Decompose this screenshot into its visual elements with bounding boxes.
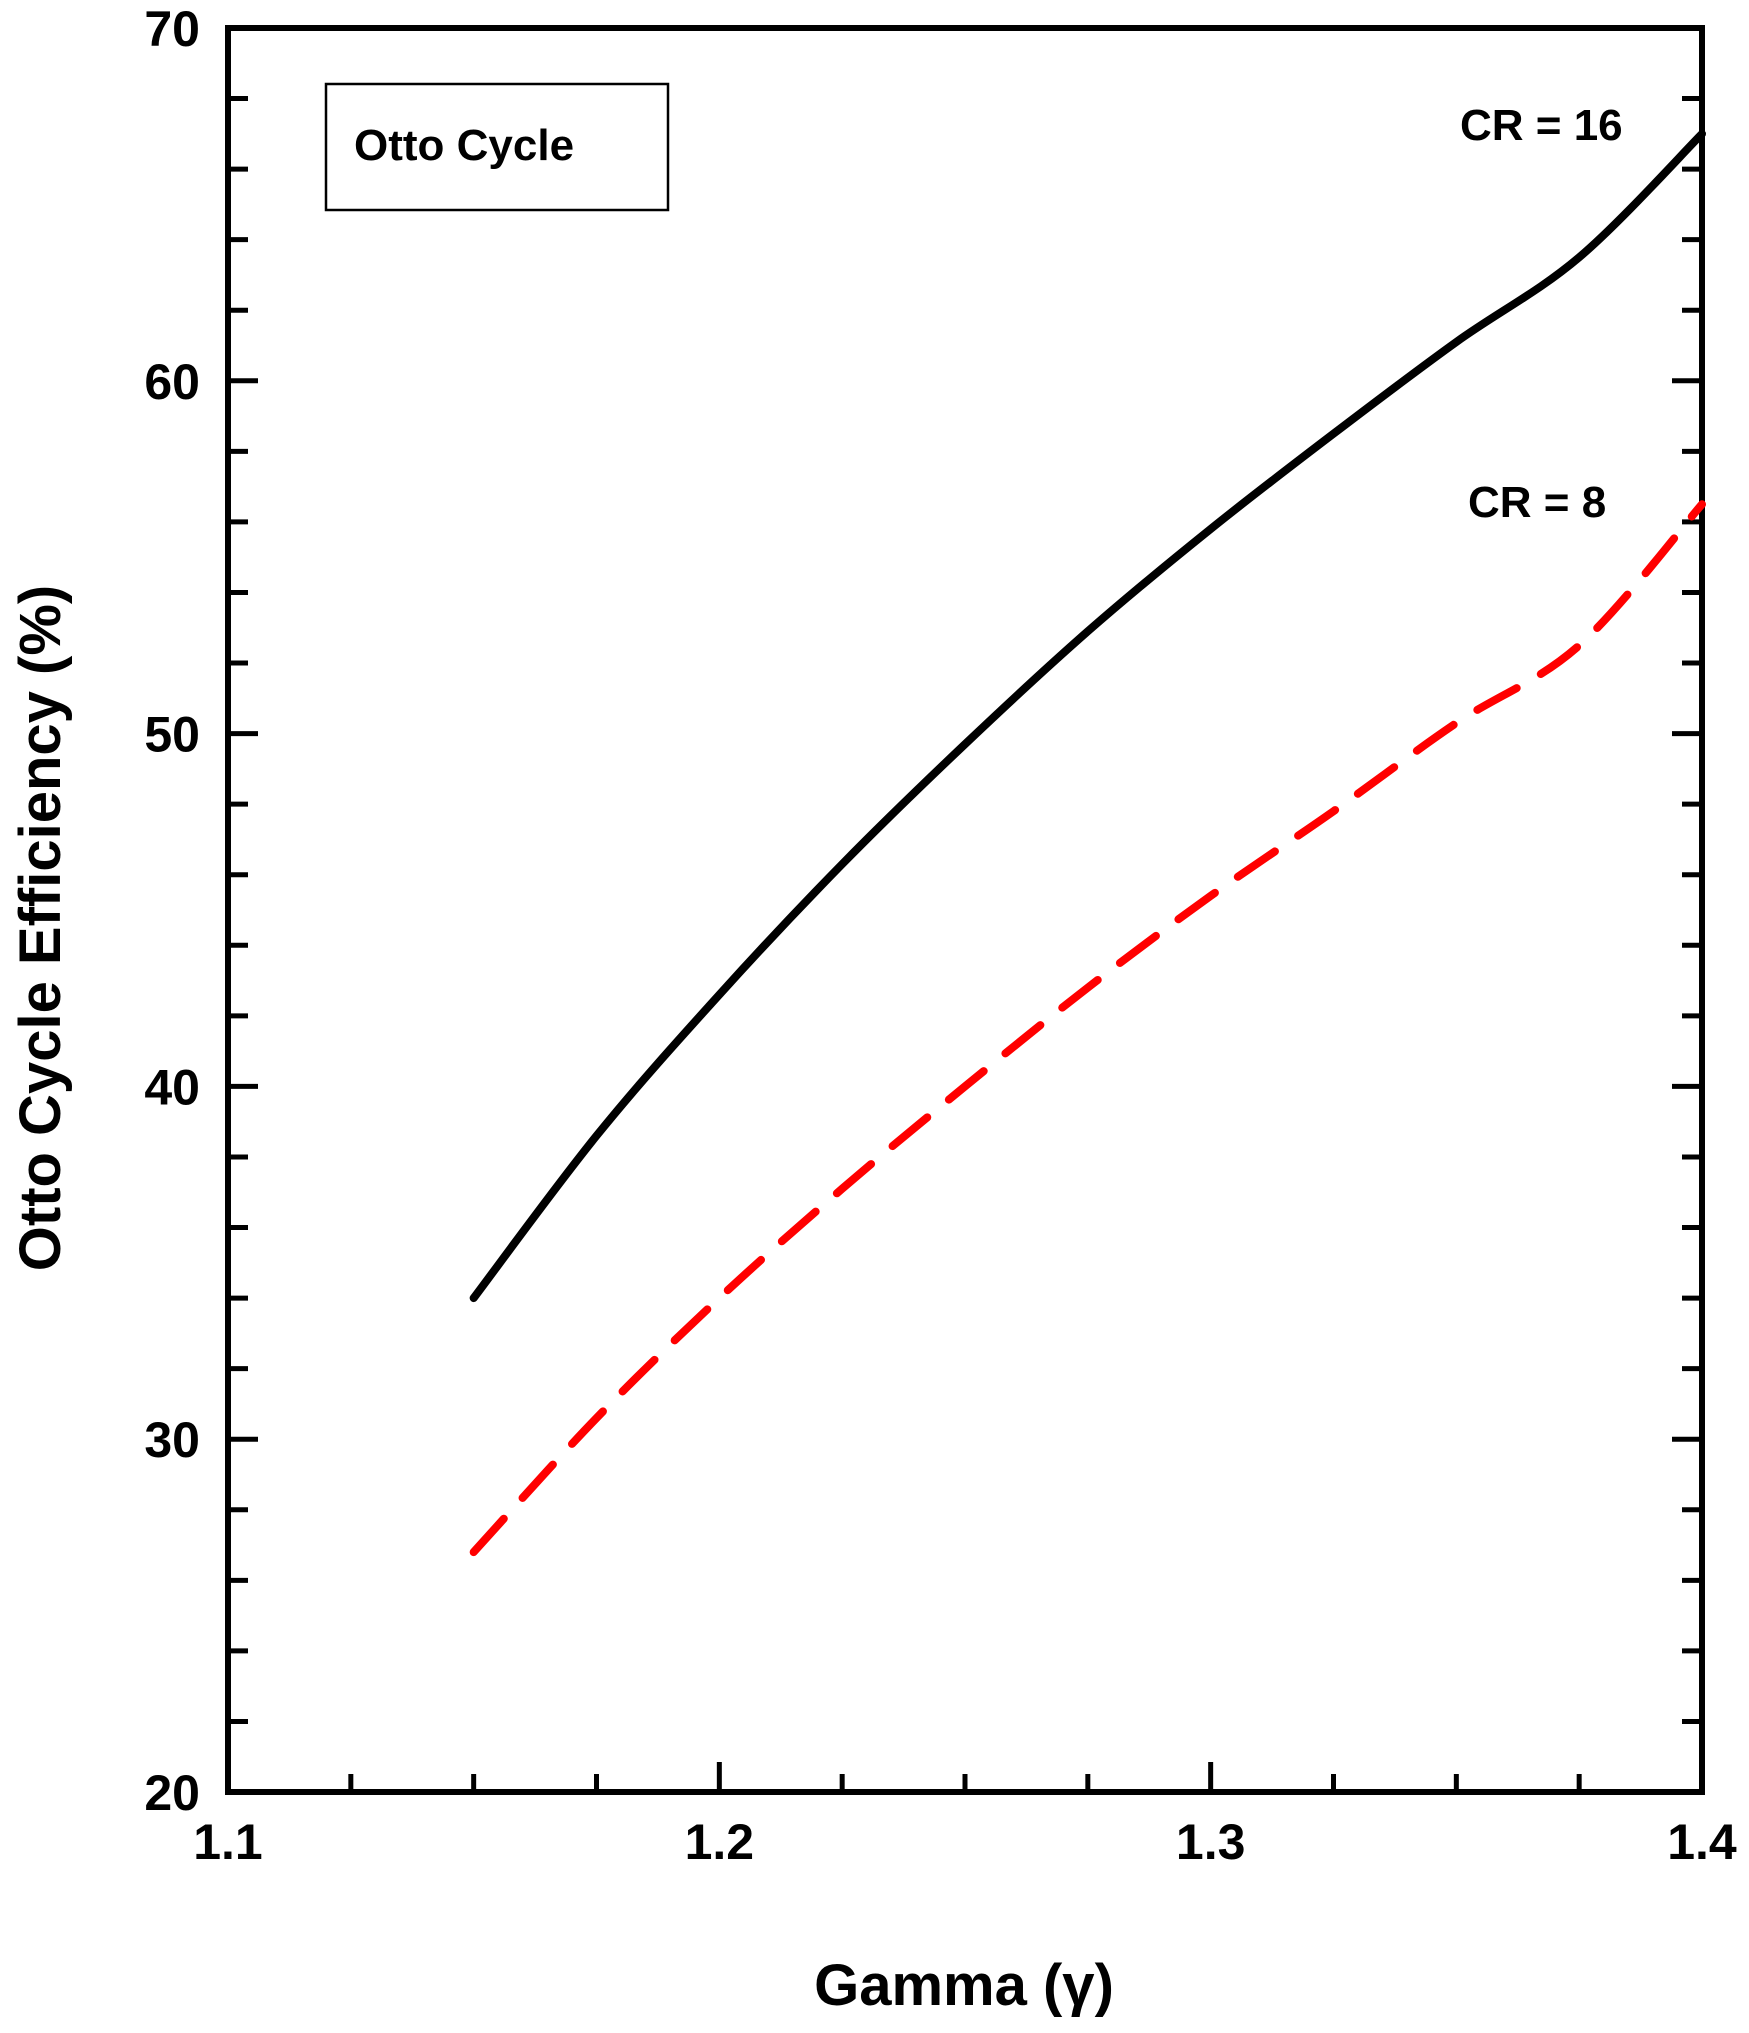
y-tick-label: 20	[144, 1765, 200, 1821]
series-label-cr8: CR = 8	[1468, 478, 1606, 527]
y-tick-label: 30	[144, 1412, 200, 1468]
x-tick-label: 1.3	[1176, 1814, 1246, 1870]
series-line-cr8	[469, 500, 1706, 1557]
x-tick-label: 1.1	[193, 1814, 263, 1870]
y-tick-label: 50	[144, 707, 200, 763]
x-tick-label: 1.2	[685, 1814, 755, 1870]
y-tick-label: 40	[144, 1059, 200, 1115]
legend-box-title: Otto Cycle	[354, 121, 574, 170]
y-axis-ticks: 20 30 40 50 60 70	[144, 1, 1702, 1821]
series-line-cr16	[469, 129, 1706, 1303]
x-tick-label: 1.4	[1667, 1814, 1737, 1870]
x-axis-ticks: 1.1 1.2 1.3 1.4	[193, 1762, 1737, 1870]
y-tick-label: 70	[144, 1, 200, 57]
series-lines	[469, 129, 1706, 1557]
series-label-cr16: CR = 16	[1460, 101, 1623, 150]
legend-box	[324, 82, 670, 212]
plot-frame	[225, 25, 1705, 1795]
y-tick-label: 60	[144, 354, 200, 410]
x-axis-title: Gamma (γ)	[814, 1953, 1114, 2018]
y-axis-title: Otto Cycle Efficiency (%)	[8, 585, 73, 1271]
